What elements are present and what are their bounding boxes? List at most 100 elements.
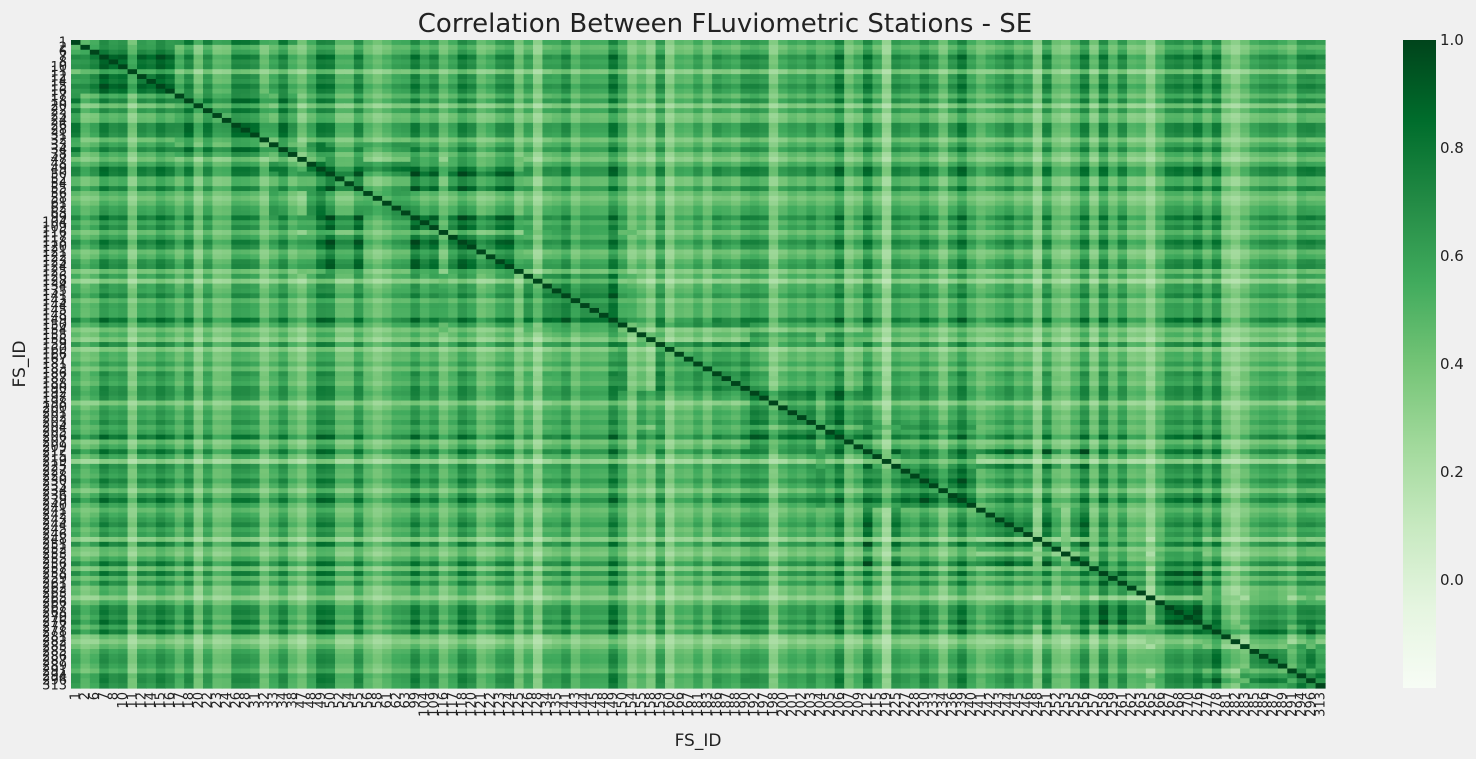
heatmap-cell xyxy=(1079,59,1090,65)
heatmap-cell xyxy=(401,195,412,202)
heatmap-cell xyxy=(778,74,789,80)
heatmap-cell xyxy=(1051,156,1062,163)
heatmap-cell xyxy=(872,205,883,212)
heatmap-cell xyxy=(749,88,760,95)
heatmap-cell xyxy=(193,117,204,124)
heatmap-cell xyxy=(1023,186,1034,192)
heatmap-cell xyxy=(1221,69,1232,75)
heatmap-cell xyxy=(900,142,911,148)
heatmap-cell xyxy=(797,156,808,163)
heatmap-cell xyxy=(476,93,487,100)
heatmap-cell xyxy=(1315,113,1326,119)
heatmap-cell xyxy=(1287,166,1298,173)
heatmap-cell xyxy=(1023,49,1034,56)
heatmap-cell xyxy=(1306,132,1317,139)
heatmap-cell xyxy=(1004,40,1015,46)
heatmap-cell xyxy=(542,93,553,100)
heatmap-cell xyxy=(1202,103,1213,109)
heatmap-cell xyxy=(570,161,581,168)
heatmap-cell xyxy=(231,220,242,226)
heatmap-cell xyxy=(693,98,704,104)
heatmap-cell xyxy=(693,40,704,46)
heatmap-cell xyxy=(683,181,694,187)
heatmap-cell xyxy=(825,64,836,70)
heatmap-cell xyxy=(372,152,383,158)
heatmap-cell xyxy=(863,200,874,207)
heatmap-cell xyxy=(306,49,317,56)
heatmap-cell xyxy=(438,171,449,178)
heatmap-cell xyxy=(250,191,261,197)
heatmap-cell xyxy=(749,113,760,119)
heatmap-cell xyxy=(570,108,581,114)
heatmap-cell xyxy=(1240,74,1251,80)
heatmap-cell xyxy=(278,122,289,129)
heatmap-cell xyxy=(89,122,100,129)
heatmap-cell xyxy=(825,113,836,119)
heatmap-cell xyxy=(306,181,317,187)
heatmap-cell xyxy=(80,161,91,168)
heatmap-cell xyxy=(1032,132,1043,139)
heatmap-cell xyxy=(448,142,459,148)
heatmap-cell xyxy=(995,122,1006,129)
heatmap-cell xyxy=(476,59,487,65)
heatmap-cell xyxy=(259,166,270,173)
heatmap-cell xyxy=(382,93,393,100)
heatmap-cell xyxy=(844,108,855,114)
heatmap-cell xyxy=(919,93,930,100)
heatmap-cell xyxy=(834,127,845,134)
heatmap-cell xyxy=(1183,137,1194,143)
heatmap-cell xyxy=(1127,98,1138,104)
heatmap-cell xyxy=(419,191,430,197)
heatmap-cell xyxy=(778,40,789,46)
heatmap-cell xyxy=(485,59,496,65)
heatmap-cell xyxy=(1032,166,1043,173)
heatmap-cell xyxy=(297,98,308,104)
heatmap-cell xyxy=(429,54,440,61)
heatmap-cell xyxy=(929,78,940,85)
heatmap-cell xyxy=(240,156,251,163)
heatmap-cell xyxy=(1136,98,1147,104)
heatmap-cell xyxy=(127,186,138,192)
heatmap-cell xyxy=(1315,137,1326,143)
heatmap-cell xyxy=(1127,83,1138,90)
heatmap-cell xyxy=(1221,132,1232,139)
heatmap-cell xyxy=(259,132,270,139)
heatmap-cell xyxy=(929,137,940,143)
heatmap-cell xyxy=(1202,64,1213,70)
heatmap-cell xyxy=(1268,108,1279,114)
heatmap-cell xyxy=(636,83,647,90)
heatmap-cell xyxy=(287,127,298,134)
heatmap-cell xyxy=(410,78,421,85)
heatmap-cell xyxy=(646,176,657,182)
heatmap-cell xyxy=(844,161,855,168)
heatmap-cell xyxy=(1211,137,1222,143)
heatmap-cell xyxy=(1259,137,1270,143)
heatmap-cell xyxy=(287,166,298,173)
heatmap-cell xyxy=(108,88,119,95)
heatmap-cell xyxy=(467,191,478,197)
heatmap-cell xyxy=(627,166,638,173)
heatmap-cell xyxy=(683,98,694,104)
heatmap-cell xyxy=(1136,191,1147,197)
heatmap-cell xyxy=(797,161,808,168)
heatmap-cell xyxy=(504,210,515,216)
heatmap-cell xyxy=(278,147,289,153)
heatmap-cell xyxy=(1306,195,1317,202)
heatmap-cell xyxy=(617,156,628,163)
heatmap-cell xyxy=(297,200,308,207)
heatmap-cell xyxy=(938,147,949,153)
heatmap-cell xyxy=(372,195,383,202)
heatmap-cell xyxy=(985,127,996,134)
heatmap-cell xyxy=(1268,205,1279,212)
heatmap-cell xyxy=(1023,127,1034,134)
heatmap-cell xyxy=(137,205,148,212)
heatmap-cell xyxy=(1259,205,1270,212)
heatmap-cell xyxy=(589,88,600,95)
heatmap-cell xyxy=(240,147,251,153)
heatmap-cell xyxy=(646,166,657,173)
heatmap-cell xyxy=(1183,113,1194,119)
heatmap-cell xyxy=(485,113,496,119)
heatmap-cell xyxy=(1183,132,1194,139)
heatmap-cell xyxy=(551,64,562,70)
heatmap-cell xyxy=(344,78,355,85)
